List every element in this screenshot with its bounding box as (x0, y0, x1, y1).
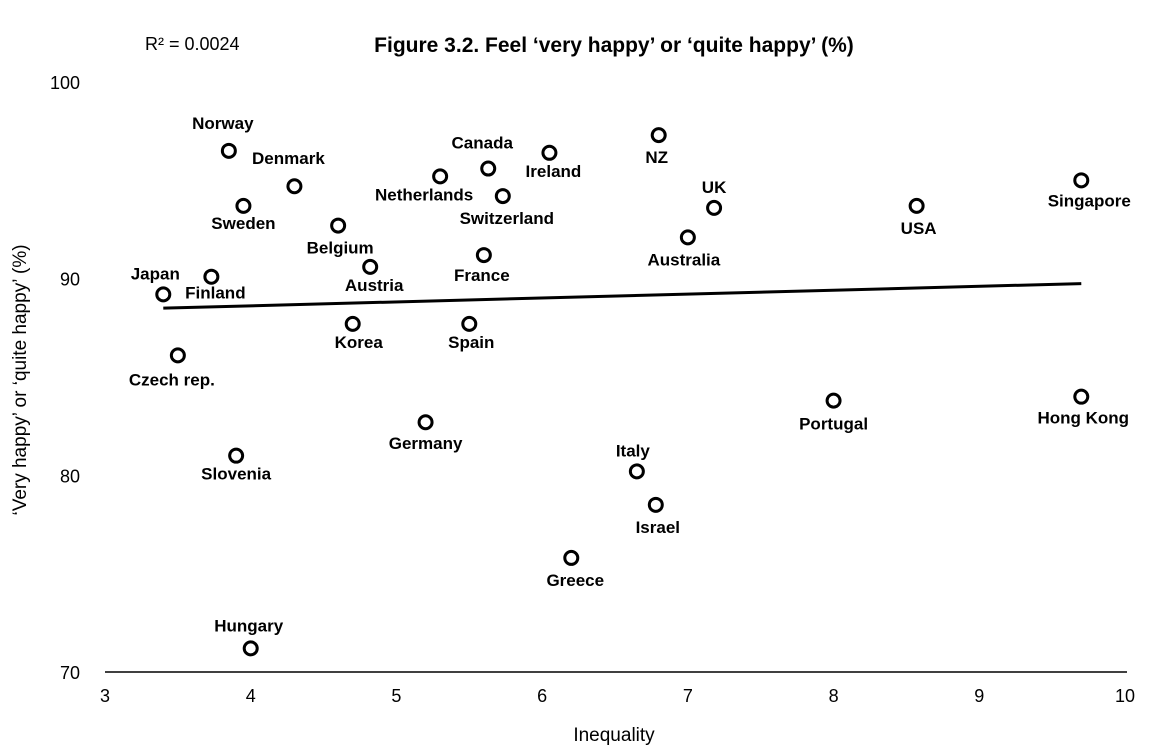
data-point-spain (461, 315, 478, 332)
point-label: Ireland (526, 162, 582, 181)
point-label: Czech rep. (129, 370, 215, 389)
data-point-korea (344, 315, 361, 332)
data-point-israel (647, 496, 664, 513)
data-point-greece (563, 549, 580, 566)
x-tick-label: 5 (391, 686, 401, 706)
data-point-france (475, 247, 492, 264)
y-tick-labels: 70 80 90 100 (50, 73, 80, 683)
point-label: France (454, 266, 510, 285)
point-label: Greece (546, 571, 604, 590)
trend-line (163, 282, 1082, 310)
point-label: Belgium (307, 239, 374, 258)
data-point-czech-rep (169, 347, 186, 364)
point-label: Portugal (799, 415, 868, 434)
x-tick-label: 7 (683, 686, 693, 706)
point-label: Germany (389, 434, 463, 453)
point-label: Italy (616, 441, 651, 460)
data-point-germany (417, 414, 434, 431)
data-point-japan (155, 286, 172, 303)
point-label: Switzerland (460, 209, 554, 228)
data-point-ireland (541, 144, 558, 161)
r-squared-annotation: R² = 0.0024 (145, 34, 240, 54)
x-tick-label: 4 (246, 686, 256, 706)
data-point-labels: Norway Denmark Sweden Belgium Japan Finland Au… (129, 114, 1131, 636)
data-point-australia (679, 229, 696, 246)
data-point-italy (628, 463, 645, 480)
x-axis-label: Inequality (573, 725, 655, 746)
y-tick-label: 90 (60, 270, 80, 290)
point-label: Israel (636, 518, 680, 537)
point-label: Hungary (214, 616, 284, 635)
x-tick-label: 10 (1115, 686, 1135, 706)
x-tick-label: 9 (974, 686, 984, 706)
x-tick-label: 6 (537, 686, 547, 706)
point-label: Japan (131, 264, 180, 283)
point-label: Hong Kong (1037, 409, 1129, 428)
y-tick-label: 100 (50, 73, 80, 93)
x-tick-labels: 3 4 5 6 7 8 9 10 (100, 686, 1135, 706)
data-point-austria (362, 258, 379, 275)
data-point-singapore (1073, 172, 1090, 189)
data-point-nz (650, 127, 667, 144)
point-label: USA (901, 219, 937, 238)
data-point-finland (203, 268, 220, 285)
y-axis-label: ‘Very happy’ or ‘quite happy’ (%) (10, 244, 31, 515)
data-point-netherlands (432, 168, 449, 185)
data-point-uk (706, 199, 723, 216)
point-label: Canada (452, 134, 514, 153)
data-point-denmark (286, 178, 303, 195)
data-point-hungary (242, 640, 259, 657)
x-axis: 3 4 5 6 7 8 9 10 (100, 671, 1135, 706)
x-tick-label: 8 (829, 686, 839, 706)
point-label: UK (702, 178, 727, 197)
data-point-portugal (825, 392, 842, 409)
data-point-canada (480, 160, 497, 177)
data-point-belgium (330, 217, 347, 234)
y-tick-label: 80 (60, 466, 80, 486)
chart-title: Figure 3.2. Feel ‘very happy’ or ‘quite … (374, 34, 854, 57)
point-label: Norway (192, 114, 254, 133)
y-tick-label: 70 (60, 663, 80, 683)
point-label: Singapore (1048, 191, 1131, 210)
point-label: Netherlands (375, 185, 473, 204)
point-label: NZ (645, 148, 668, 167)
data-points (155, 127, 1090, 657)
data-point-slovenia (228, 447, 245, 464)
point-label: Korea (335, 333, 384, 352)
point-label: Slovenia (201, 465, 271, 484)
x-tick-label: 3 (100, 686, 110, 706)
data-point-sweden (235, 197, 252, 214)
point-label: Australia (647, 250, 720, 269)
data-point-switzerland (494, 188, 511, 205)
point-label: Spain (448, 333, 494, 352)
point-label: Denmark (252, 149, 325, 168)
point-label: Austria (345, 276, 404, 295)
data-point-hong-kong (1073, 388, 1090, 405)
point-label: Finland (185, 284, 245, 303)
data-point-norway (220, 142, 237, 159)
data-point-usa (908, 197, 925, 214)
point-label: Sweden (211, 214, 275, 233)
